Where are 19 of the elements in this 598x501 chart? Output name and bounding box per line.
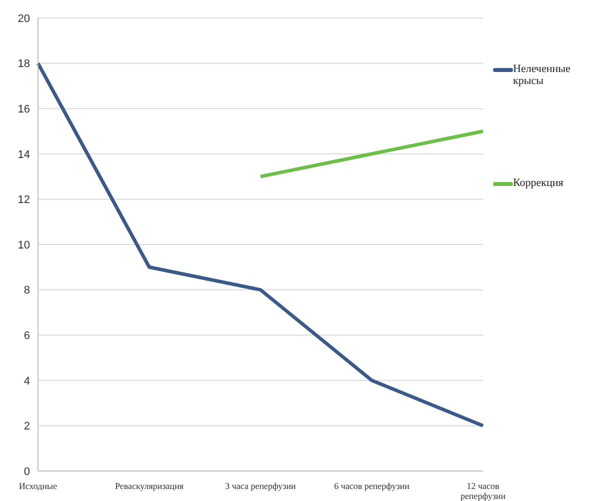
legend-label: Коррекция (513, 177, 564, 189)
y-tick-label: 4 (24, 375, 30, 388)
y-tick-label: 18 (18, 58, 30, 70)
y-tick-label: 0 (24, 466, 30, 478)
legend-label: Нелеченные крысы (513, 63, 572, 87)
y-tick-label: 12 (18, 194, 30, 206)
y-tick-label: 16 (18, 104, 30, 116)
x-tick-label: 3 часа реперфузии (225, 481, 296, 491)
y-tick-label: 8 (24, 284, 30, 297)
x-tick-label: Реваскуляризация (114, 481, 184, 491)
y-tick-label: 6 (24, 330, 30, 342)
line-series (36, 62, 485, 428)
x-tick-label: Исходные (18, 481, 58, 491)
y-tick-label: 2 (24, 420, 30, 433)
y-tick-label: 20 (18, 12, 30, 25)
x-tick-label: 12 часов реперфузии (460, 481, 506, 501)
x-tick-label: 6 часов реперфузии (334, 481, 410, 491)
y-tick-label: 14 (18, 148, 30, 161)
y-tick-label: 10 (18, 239, 30, 252)
